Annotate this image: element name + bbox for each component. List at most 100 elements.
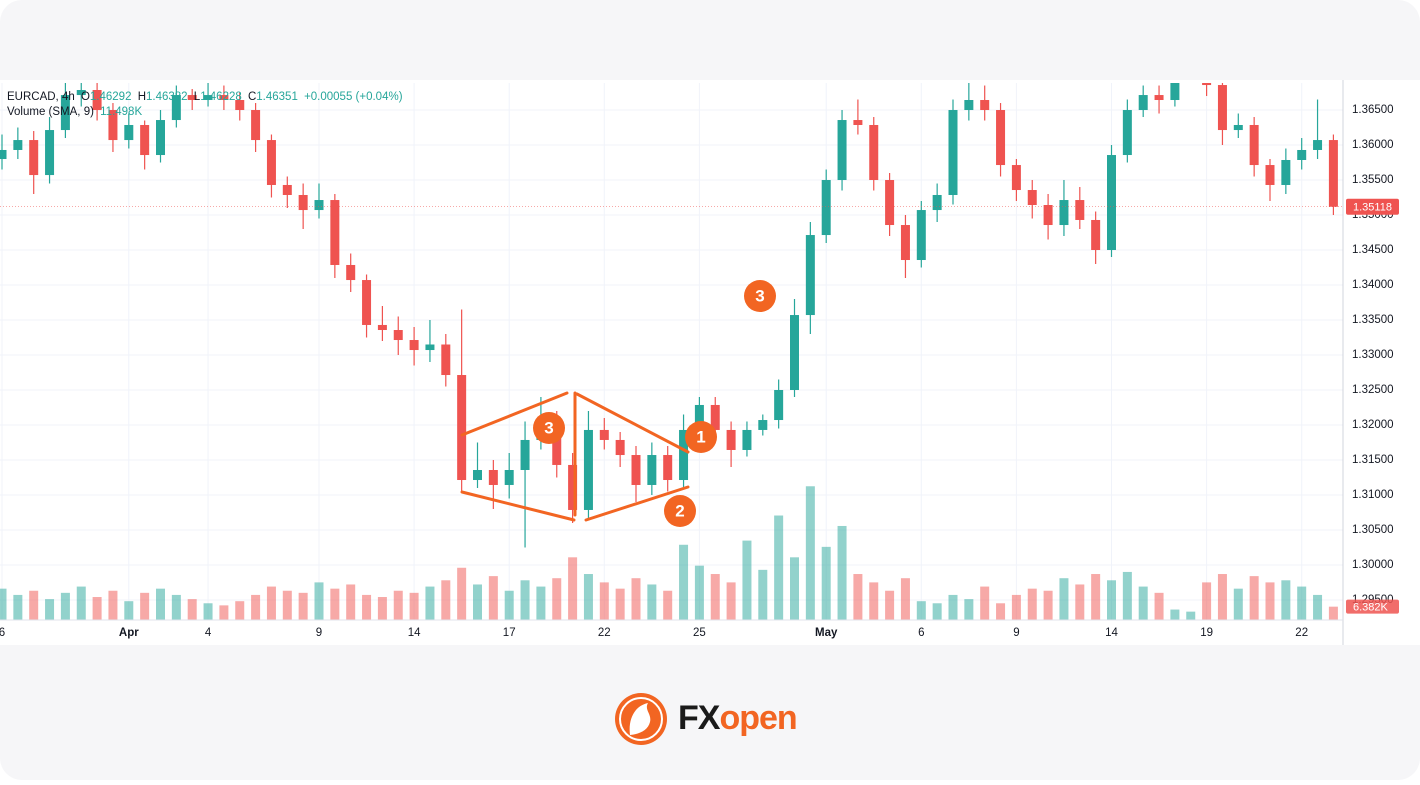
volume-bar — [583, 574, 593, 620]
volume-bar — [1011, 594, 1021, 620]
annotation-label: 1 — [696, 427, 705, 446]
y-tick-label: 1.36500 — [1352, 104, 1394, 116]
volume-bar — [473, 584, 482, 620]
candle-body — [203, 95, 213, 101]
volume-bar — [282, 590, 292, 620]
volume-bar — [409, 592, 419, 620]
x-tick-label: 4 — [205, 627, 212, 639]
volume-bar — [219, 605, 229, 620]
candle-body — [1217, 85, 1227, 131]
volume-value: 11.498K — [100, 106, 142, 118]
candle-body — [996, 110, 1006, 166]
candle-body — [45, 130, 55, 176]
annotations: 3 1 2 3 — [533, 280, 776, 527]
candle-body — [663, 455, 673, 481]
candle-body — [1281, 159, 1291, 185]
candle-body — [599, 429, 609, 440]
volume-bar — [171, 594, 181, 620]
volume-bar — [1091, 574, 1101, 620]
candle-body — [330, 200, 340, 265]
candle-body — [916, 210, 926, 261]
volume-bar — [790, 557, 799, 620]
volume-legend: Volume (SMA, 9) 11.498K — [7, 106, 142, 118]
candle-body — [140, 124, 150, 156]
volume-bar — [108, 590, 118, 620]
volume-bar — [647, 584, 657, 620]
candle-body — [1265, 165, 1275, 185]
ohlc-key: C — [248, 91, 256, 103]
candle-body — [29, 140, 39, 176]
y-tick-label: 1.30500 — [1352, 524, 1394, 536]
annotation-marker — [744, 280, 776, 312]
x-tick-label: 14 — [408, 627, 421, 639]
candle-body — [425, 344, 435, 351]
y-tick-label: 1.33000 — [1352, 349, 1394, 361]
ohlc-value: 1.46292 — [90, 91, 132, 103]
candle-body — [441, 344, 451, 376]
candle-body — [393, 330, 403, 341]
volume-bar — [362, 594, 372, 620]
volume-bar — [298, 592, 308, 620]
volume-bar — [60, 592, 70, 620]
volume-bar — [805, 486, 815, 620]
volume-bar — [1202, 582, 1212, 620]
candle-body — [108, 110, 118, 141]
volume-bar — [1170, 609, 1180, 620]
brand-logo: FXopen — [615, 693, 798, 745]
volume-title: Volume (SMA, 9) — [7, 106, 94, 118]
volume-bar — [314, 582, 324, 620]
volume-bar — [346, 584, 356, 620]
candle-body — [0, 149, 7, 160]
volume-bar — [758, 569, 768, 620]
volume-bar — [1154, 592, 1164, 620]
symbol: EURCAD, 4h — [7, 91, 75, 103]
volume-bar — [457, 567, 467, 620]
y-tick-label: 1.34000 — [1352, 279, 1394, 291]
candle-body — [1091, 219, 1101, 251]
volume-bar — [1313, 594, 1323, 620]
candle-body — [615, 439, 625, 456]
volume-bar — [1249, 576, 1259, 620]
volume-bar — [885, 590, 895, 620]
candle-body — [1107, 155, 1116, 251]
volume-bar — [568, 557, 578, 620]
volume-bar — [837, 525, 847, 620]
candle-body — [869, 124, 879, 181]
candle-body — [473, 470, 482, 481]
x-tick-label: 22 — [598, 627, 611, 639]
ohlc-value: 1.46351 — [256, 91, 298, 103]
trend-line — [575, 392, 690, 454]
candle-body — [885, 180, 895, 226]
annotation-marker — [533, 412, 565, 444]
candle-body — [1249, 124, 1259, 166]
candle-body — [92, 89, 102, 111]
candle-body — [13, 140, 23, 150]
volume-bar — [964, 599, 974, 620]
candle-body — [156, 120, 165, 156]
candle-body — [266, 140, 276, 185]
volume-bar — [710, 574, 720, 620]
candle-body — [758, 420, 768, 430]
volume-bar — [1027, 588, 1037, 620]
brand-open: open — [719, 699, 796, 737]
candle-body — [76, 89, 86, 96]
candle-body — [1328, 140, 1338, 207]
candle-body — [853, 120, 863, 125]
candle-body — [805, 235, 815, 316]
candle-body — [790, 315, 799, 390]
volume-bar — [0, 588, 7, 620]
trend-line — [460, 490, 576, 522]
volume-bar — [980, 586, 990, 620]
x-tick-label: 6 — [0, 627, 5, 639]
candle-body — [631, 455, 641, 485]
ohlc-key: H — [138, 91, 146, 103]
candle-body — [520, 439, 530, 471]
last-price-tag — [1346, 198, 1399, 215]
ohlc-key: L — [194, 91, 201, 103]
volume-bar — [425, 586, 435, 620]
candle-body — [900, 225, 910, 261]
candle-body — [377, 324, 387, 331]
x-tick-label: 6 — [918, 627, 924, 639]
volume-bar — [774, 515, 784, 620]
